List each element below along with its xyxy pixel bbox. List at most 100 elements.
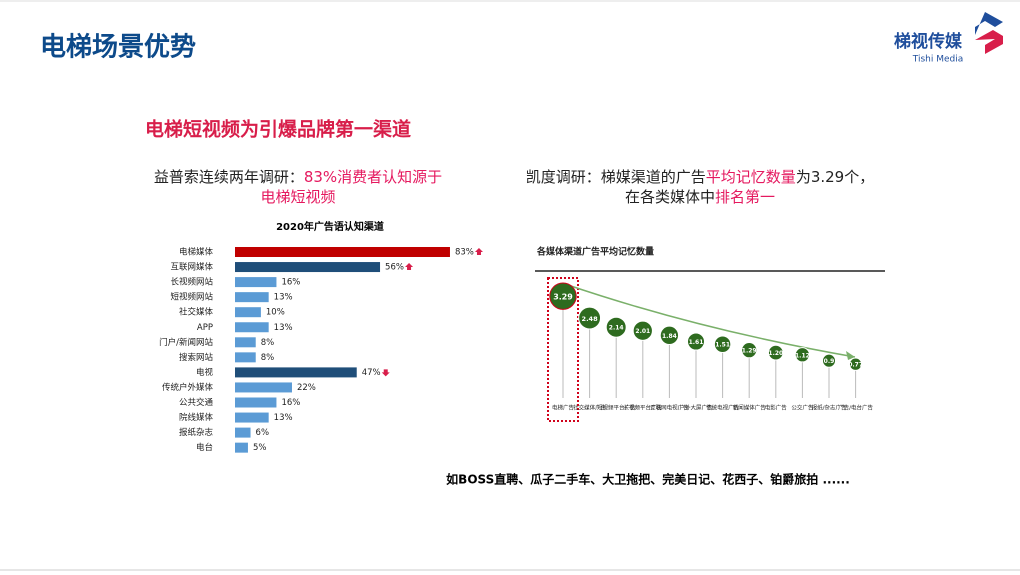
value-label: 8%: [261, 353, 275, 363]
category-label: 社交媒体广告: [573, 404, 607, 412]
value-label: 5%: [253, 443, 267, 453]
bar: [235, 412, 269, 423]
category-label: 公共交通: [179, 397, 214, 408]
bubble: [821, 353, 837, 368]
category-label: 短视频平台广告: [597, 404, 636, 412]
category-label: 电影广告: [765, 404, 788, 412]
value-label: 13%: [274, 323, 293, 333]
bubble: [605, 316, 627, 338]
category-label: 电台: [196, 442, 213, 453]
caption-line: 益普索连续两年调研：83%消费者认知源于: [154, 168, 442, 186]
value-label: 13%: [274, 413, 293, 423]
bubble: [686, 332, 706, 351]
value-label: 13%: [274, 293, 293, 303]
bar: [235, 337, 256, 348]
category-label: 户外大屏广告: [679, 404, 713, 412]
value-label: 2.48: [582, 315, 599, 323]
category-label: 报纸/杂志广告: [812, 404, 847, 412]
caption-line: 在各类媒体中排名第一: [625, 188, 775, 206]
category-label: 传统户外媒体: [162, 382, 214, 393]
caption-segment: 为3.29个，: [796, 168, 874, 186]
category-label: 电视: [196, 367, 214, 378]
logo-english: Tishi Media: [912, 55, 964, 65]
category-label: 长视频平台广告: [624, 404, 663, 412]
bar: [235, 322, 269, 333]
value-label: 83%: [455, 248, 474, 258]
caption-segment: 平均记忆数量: [706, 168, 796, 186]
value-label: 2.01: [635, 328, 650, 335]
value-label: 0.77: [848, 362, 863, 369]
category-label: 院线媒体: [179, 412, 214, 423]
category-label: 互联网电视广告: [650, 404, 689, 412]
bar: [235, 262, 381, 273]
caption-segment: 电梯短视频: [260, 188, 335, 206]
logo-name: 梯视传媒: [894, 31, 963, 52]
caption-segment: 凯度调研：梯媒渠道的广告: [526, 168, 706, 186]
value-label: 0.9: [824, 358, 835, 365]
bar: [235, 277, 277, 288]
category-label: 传统电视广告: [706, 404, 740, 412]
value-label: 6%: [256, 428, 269, 438]
bubble: [767, 344, 784, 361]
slide-title: 电梯场景优势: [40, 33, 196, 63]
category-label: 广告/电台广告: [838, 404, 873, 412]
chart-title: 各媒体渠道广告平均记忆数量: [536, 246, 654, 258]
trend-arrowhead: [846, 351, 855, 360]
category-label: 门户/新闻网站: [159, 337, 213, 348]
category-label: APP: [197, 323, 213, 333]
caption-segment: 益普索连续两年调研：: [154, 168, 304, 186]
value-label: 47%: [362, 368, 381, 378]
highlight-box: [547, 277, 579, 422]
value-label: 16%: [281, 398, 300, 408]
category-label: 公交广告: [791, 404, 814, 412]
value-label: 22%: [297, 383, 316, 393]
bubble: [848, 357, 863, 371]
trend-icon: [474, 248, 483, 255]
value-label: 56%: [385, 263, 404, 273]
value-label: 1.84: [662, 333, 677, 340]
subtitle: 电梯短视频为引爆品牌第一渠道: [145, 118, 411, 141]
value-label: 1.29: [742, 348, 757, 355]
caption-segment: 83%消费者认知源于: [304, 168, 442, 186]
bubble: [741, 342, 758, 359]
bar: [235, 247, 450, 257]
value-label: 8%: [261, 338, 275, 348]
trend-icon: [381, 369, 390, 377]
bubble: [632, 320, 653, 341]
category-label: 电梯广告: [552, 404, 575, 412]
value-label: 1.51: [715, 342, 730, 349]
value-label: 1.12: [795, 352, 810, 359]
bar: [235, 307, 261, 318]
bar: [235, 397, 277, 408]
category-label: 社交媒体: [179, 307, 214, 318]
value-label: 2.14: [609, 325, 624, 332]
category-label: 互联网媒体: [170, 262, 213, 273]
value-label: 1.20: [768, 350, 783, 357]
bubble: [659, 325, 680, 345]
bar: [235, 382, 292, 393]
value-label: 10%: [266, 308, 285, 318]
category-label: 短视频网站: [170, 292, 213, 303]
category-label: 报纸杂志: [179, 427, 214, 438]
bubble: [713, 335, 732, 353]
value-label: 1.61: [689, 339, 704, 346]
bar: [235, 442, 248, 453]
trend-icon: [405, 263, 414, 271]
category-label: 搜索网站: [179, 352, 214, 363]
value-label: 16%: [281, 278, 300, 288]
caption-line: 电梯短视频: [260, 188, 335, 206]
bar: [235, 427, 251, 438]
bar: [235, 352, 256, 363]
bar: [235, 292, 269, 303]
category-label: 电梯媒体: [179, 247, 214, 258]
bubble: [794, 347, 811, 363]
category-label: 长视频网站: [170, 277, 213, 288]
trend-arrow: [564, 283, 856, 358]
bubble: [549, 282, 577, 310]
caption-segment: 排名第一: [715, 188, 775, 206]
value-label: 3.29: [553, 293, 573, 302]
caption-segment: 在各类媒体中: [625, 188, 715, 206]
chart-title: 2020年广告语认知渠道: [276, 220, 384, 233]
